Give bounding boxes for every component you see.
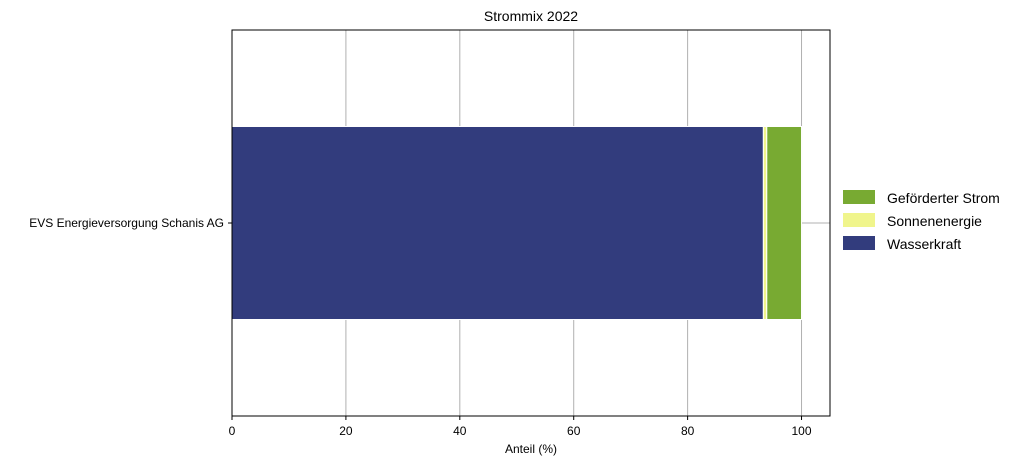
x-tick-label-20: 20 (339, 424, 353, 438)
y-axis-ticks: EVS Energieversorgung Schanis AG (29, 216, 232, 230)
legend-swatch-sonnenenergie (843, 213, 875, 227)
x-axis-title: Anteil (%) (505, 442, 557, 456)
x-tick-label-80: 80 (681, 424, 695, 438)
bars (231, 126, 803, 320)
legend: Geförderter Strom Sonnenenergie Wasserkraf… (843, 190, 1000, 252)
x-axis-ticks: 0 20 40 60 80 100 (229, 416, 812, 438)
y-tick-label: EVS Energieversorgung Schanis AG (29, 216, 224, 230)
legend-label-gef-rderter-strom: Geförderter Strom (887, 190, 1000, 206)
bar-gef-rderter-strom (766, 126, 803, 320)
chart-title: Strommix 2022 (484, 8, 578, 24)
legend-swatch-gef-rderter-strom (843, 190, 875, 204)
legend-label-wasserkraft: Wasserkraft (887, 236, 961, 252)
x-tick-label-60: 60 (567, 424, 581, 438)
bar-sonnenenergie (762, 126, 768, 320)
legend-swatch-wasserkraft (843, 236, 875, 250)
x-tick-label-40: 40 (453, 424, 467, 438)
x-tick-label-0: 0 (229, 424, 236, 438)
x-tick-label-100: 100 (792, 424, 812, 438)
legend-label-sonnenenergie: Sonnenenergie (887, 213, 982, 229)
bar-wasserkraft (231, 126, 764, 320)
